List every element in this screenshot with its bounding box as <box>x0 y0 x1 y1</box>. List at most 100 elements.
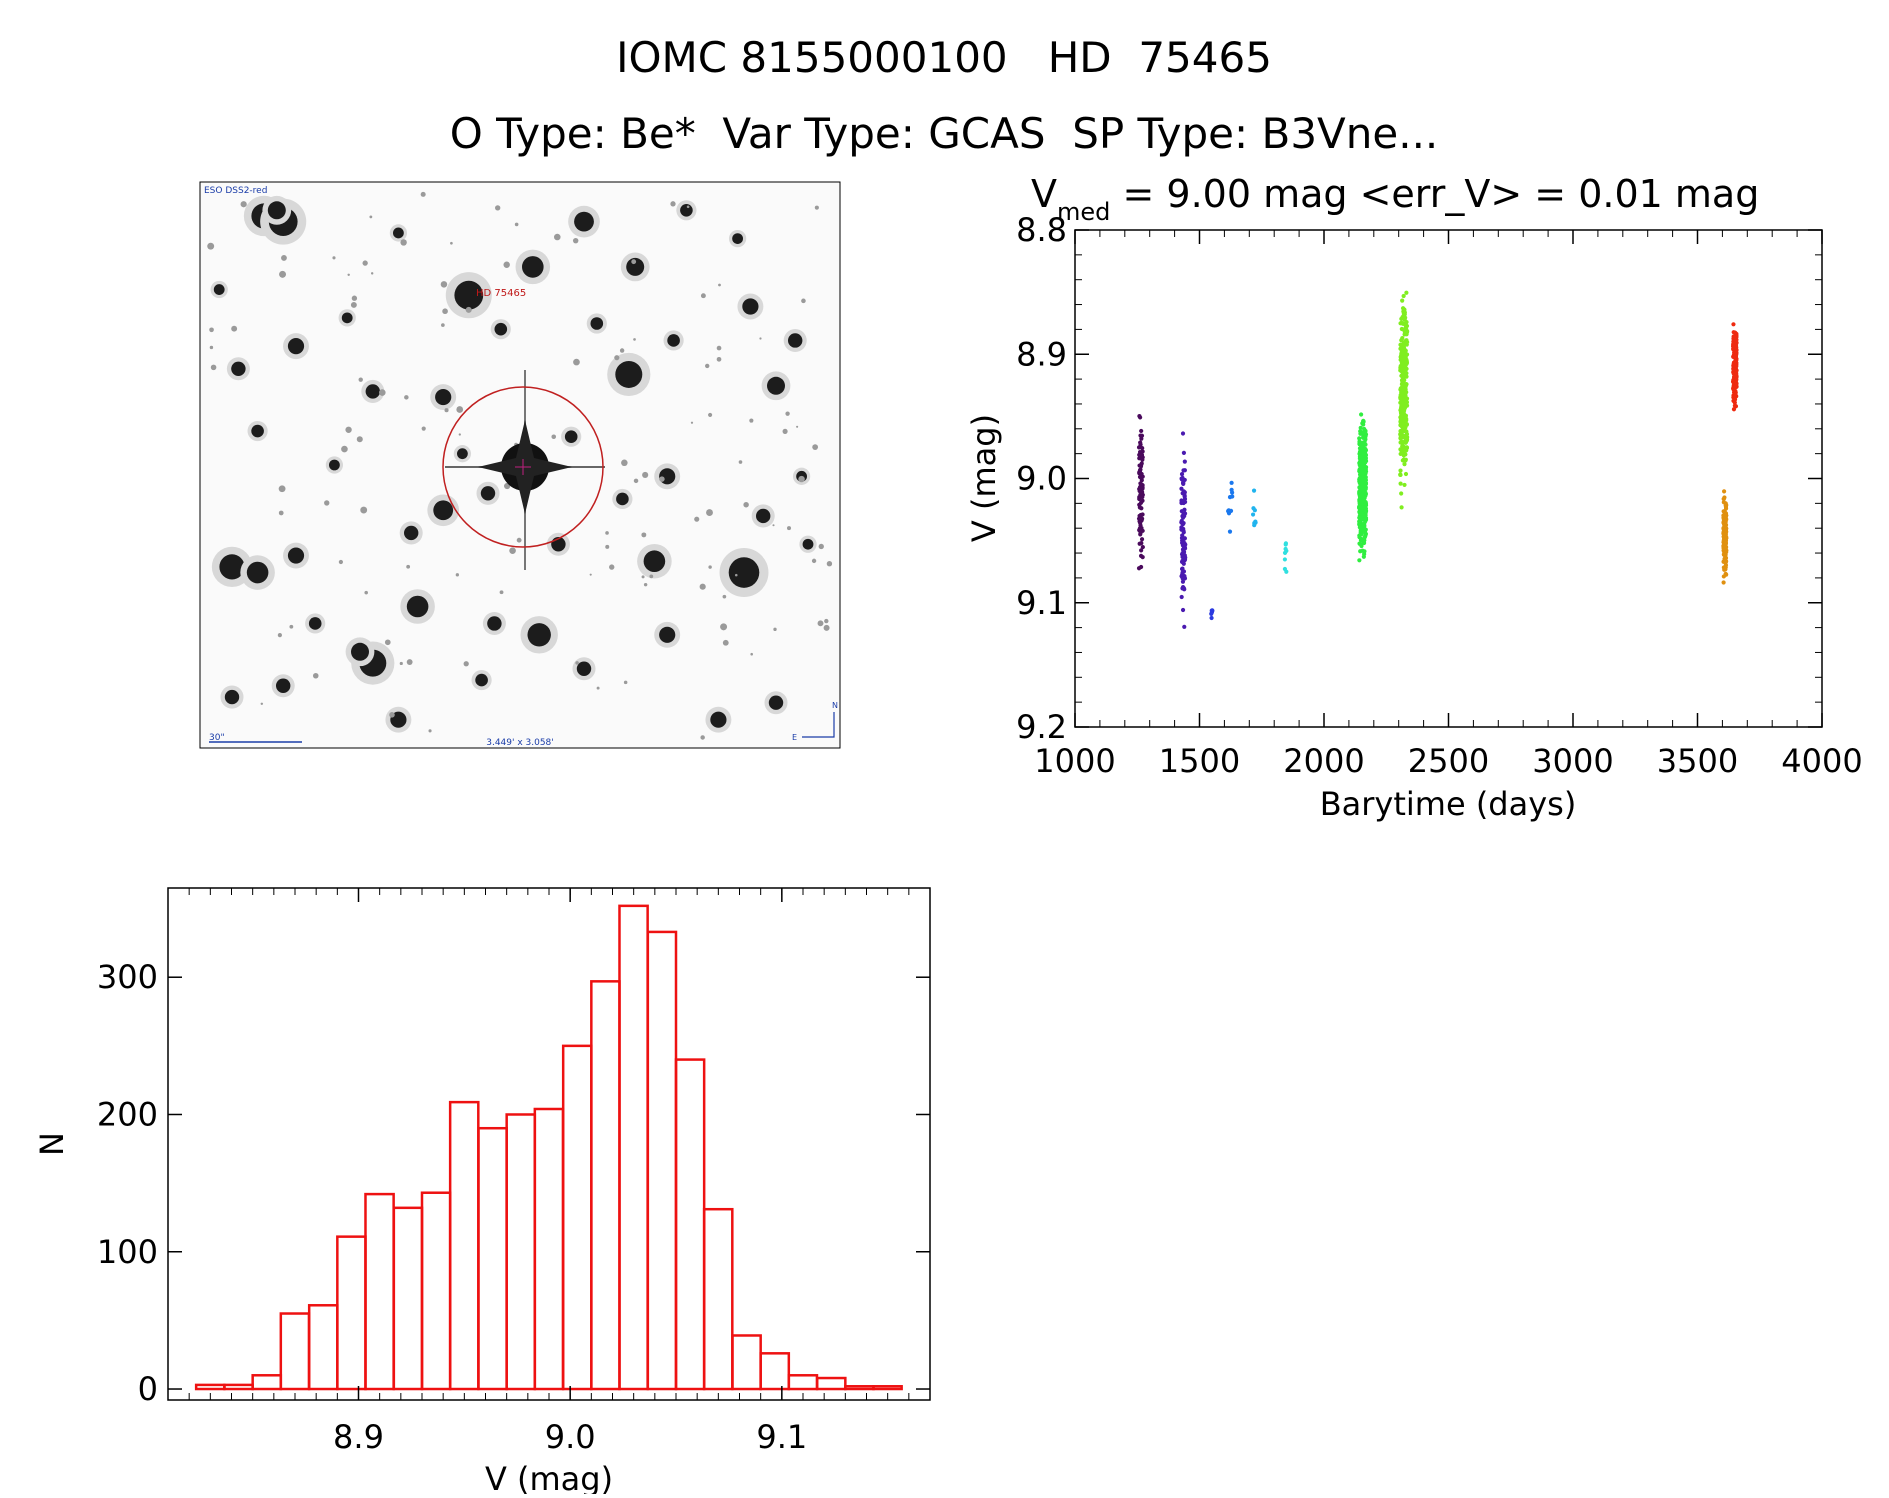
lc-point <box>1229 487 1234 493</box>
lc-point <box>1358 538 1364 543</box>
lc-point <box>1182 587 1187 592</box>
lc-title-subscript: med <box>1057 198 1110 226</box>
lc-point <box>1251 506 1256 511</box>
finder-star <box>487 616 502 631</box>
finder-faint-star <box>360 506 368 514</box>
lc-point <box>1357 521 1362 526</box>
finder-star <box>329 459 340 471</box>
finder-star <box>710 711 727 728</box>
hist-xtick-label: 9.1 <box>756 1418 807 1456</box>
lc-point <box>1723 540 1729 546</box>
lc-point <box>1363 448 1368 453</box>
finder-star <box>246 561 269 584</box>
finder-star <box>768 695 784 710</box>
lc-point <box>1181 552 1187 557</box>
finder-star <box>231 361 246 376</box>
lc-point <box>1723 571 1728 576</box>
lc-xtick-label: 2000 <box>1283 742 1364 780</box>
lc-point <box>1137 541 1142 546</box>
lc-point <box>1721 489 1727 494</box>
finder-star-field <box>207 191 833 740</box>
finder-star <box>728 557 760 588</box>
finder-faint-star <box>399 661 403 666</box>
lc-point <box>1357 509 1362 514</box>
lc-point <box>1404 352 1410 357</box>
lc-point <box>1140 445 1145 451</box>
finder-faint-star <box>442 308 448 315</box>
lc-point <box>1398 468 1403 473</box>
finder-faint-star <box>716 345 722 351</box>
finder-faint-star <box>281 255 287 261</box>
finder-star <box>522 256 544 278</box>
lc-point <box>1722 495 1727 500</box>
lc-point <box>1363 533 1368 538</box>
lc-point <box>1734 381 1739 386</box>
finder-faint-star <box>785 411 790 416</box>
lc-point <box>1209 615 1214 621</box>
lc-point <box>1357 489 1362 494</box>
finder-faint-star <box>516 537 522 543</box>
lc-point <box>1359 412 1364 417</box>
lc-point <box>1404 323 1410 329</box>
lc-point <box>1732 335 1737 340</box>
lc-point <box>1180 607 1186 613</box>
finder-faint-star <box>289 624 294 629</box>
lc-point <box>1401 402 1407 407</box>
finder-star <box>454 280 484 310</box>
lc-point <box>1363 513 1368 518</box>
lc-point <box>1731 341 1737 347</box>
lc-point <box>1723 503 1728 508</box>
lc-point <box>1361 522 1366 527</box>
finder-faint-star <box>605 531 609 535</box>
lc-point <box>1250 512 1256 517</box>
lc-title-v: V <box>1031 172 1057 216</box>
lc-point <box>1181 547 1186 553</box>
lc-axes: 1000 1500 2000 2500 3000 3500 4000 8.8 8.9 9.0 9.1… <box>1016 211 1863 780</box>
lc-xlabel: Barytime (days) <box>1320 785 1577 823</box>
finder-faint-star <box>463 661 469 667</box>
lc-point <box>1228 508 1234 513</box>
lc-point <box>1357 479 1362 484</box>
finder-star <box>659 626 676 643</box>
lc-point <box>1181 450 1187 455</box>
finder-star <box>267 201 286 220</box>
lc-point <box>1398 472 1403 477</box>
lc-point <box>1731 322 1736 327</box>
lc-title: Vmed = 9.00 mag <err_V> = 0.01 mag <box>1031 172 1759 226</box>
lc-point <box>1182 490 1187 495</box>
lc-point <box>1139 452 1145 458</box>
lc-point <box>1403 415 1408 421</box>
lc-ytick-label: 9.2 <box>1016 708 1067 746</box>
lc-point <box>1398 481 1403 486</box>
lc-xtick-label: 3500 <box>1657 742 1738 780</box>
finder-faint-star <box>351 295 358 301</box>
lc-point <box>1403 440 1408 445</box>
hist-bars <box>194 904 903 1391</box>
finder-faint-star <box>814 205 819 210</box>
lc-point <box>1181 468 1186 473</box>
finder-faint-star <box>240 201 247 208</box>
lc-point <box>1182 513 1187 519</box>
lc-point <box>1732 330 1738 335</box>
lc-point <box>1182 499 1188 505</box>
finder-faint-star <box>773 627 777 632</box>
finder-faint-star <box>404 395 409 400</box>
lc-plot-frame <box>1074 229 1823 728</box>
lc-xtick-label: 1000 <box>1034 742 1115 780</box>
lc-point <box>1360 548 1365 553</box>
finder-star <box>802 538 814 550</box>
lc-point <box>1401 293 1406 299</box>
lc-point <box>1401 309 1406 314</box>
finder-star-label: HD 75465 <box>476 288 526 299</box>
finder-faint-star <box>338 559 344 565</box>
finder-faint-star <box>356 436 363 443</box>
finder-star <box>564 430 578 444</box>
hist-bar <box>646 930 678 1391</box>
hist-ytick-label: 300 <box>97 958 158 996</box>
finder-star <box>224 689 240 705</box>
finder-faint-star <box>817 620 824 627</box>
hist-bar <box>561 1044 593 1391</box>
lc-point <box>1403 471 1409 477</box>
lc-point <box>1179 472 1185 477</box>
lc-point <box>1358 425 1363 430</box>
